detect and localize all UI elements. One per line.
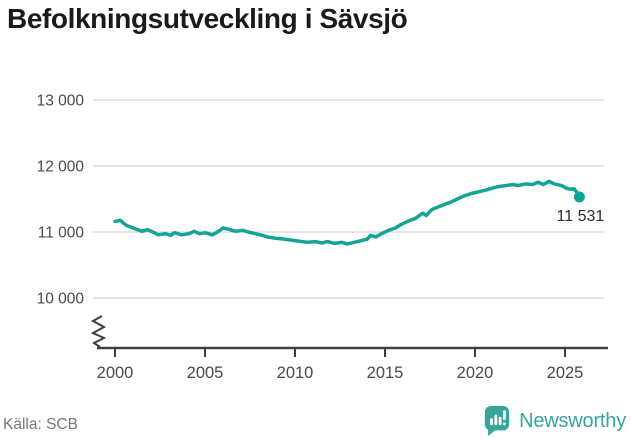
x-tick-label: 2000 [97,364,134,382]
x-tick-label: 2005 [187,364,224,382]
y-tick-label: 11 000 [38,224,85,241]
y-tick-label: 10 000 [37,290,85,307]
chart-title: Befolkningsutveckling i Sävsjö [7,3,408,34]
x-tick-label: 2010 [277,364,314,382]
axis-break-icon [90,315,107,348]
bar-chart-bubble-icon [484,406,510,436]
x-tick-label: 2020 [457,364,494,382]
end-point-dot [573,191,585,203]
x-tick-label: 2015 [367,364,404,382]
source-note: Källa: SCB [3,416,78,433]
end-point-label: 11 531 [557,208,605,225]
brand-name: Newsworthy [519,409,626,432]
y-tick-label: 12 000 [37,158,85,175]
y-tick-label: 13 000 [37,92,85,109]
population-line [113,179,582,246]
x-tick-label: 2025 [547,364,584,382]
newsworthy-logo: Newsworthy [482,404,626,438]
